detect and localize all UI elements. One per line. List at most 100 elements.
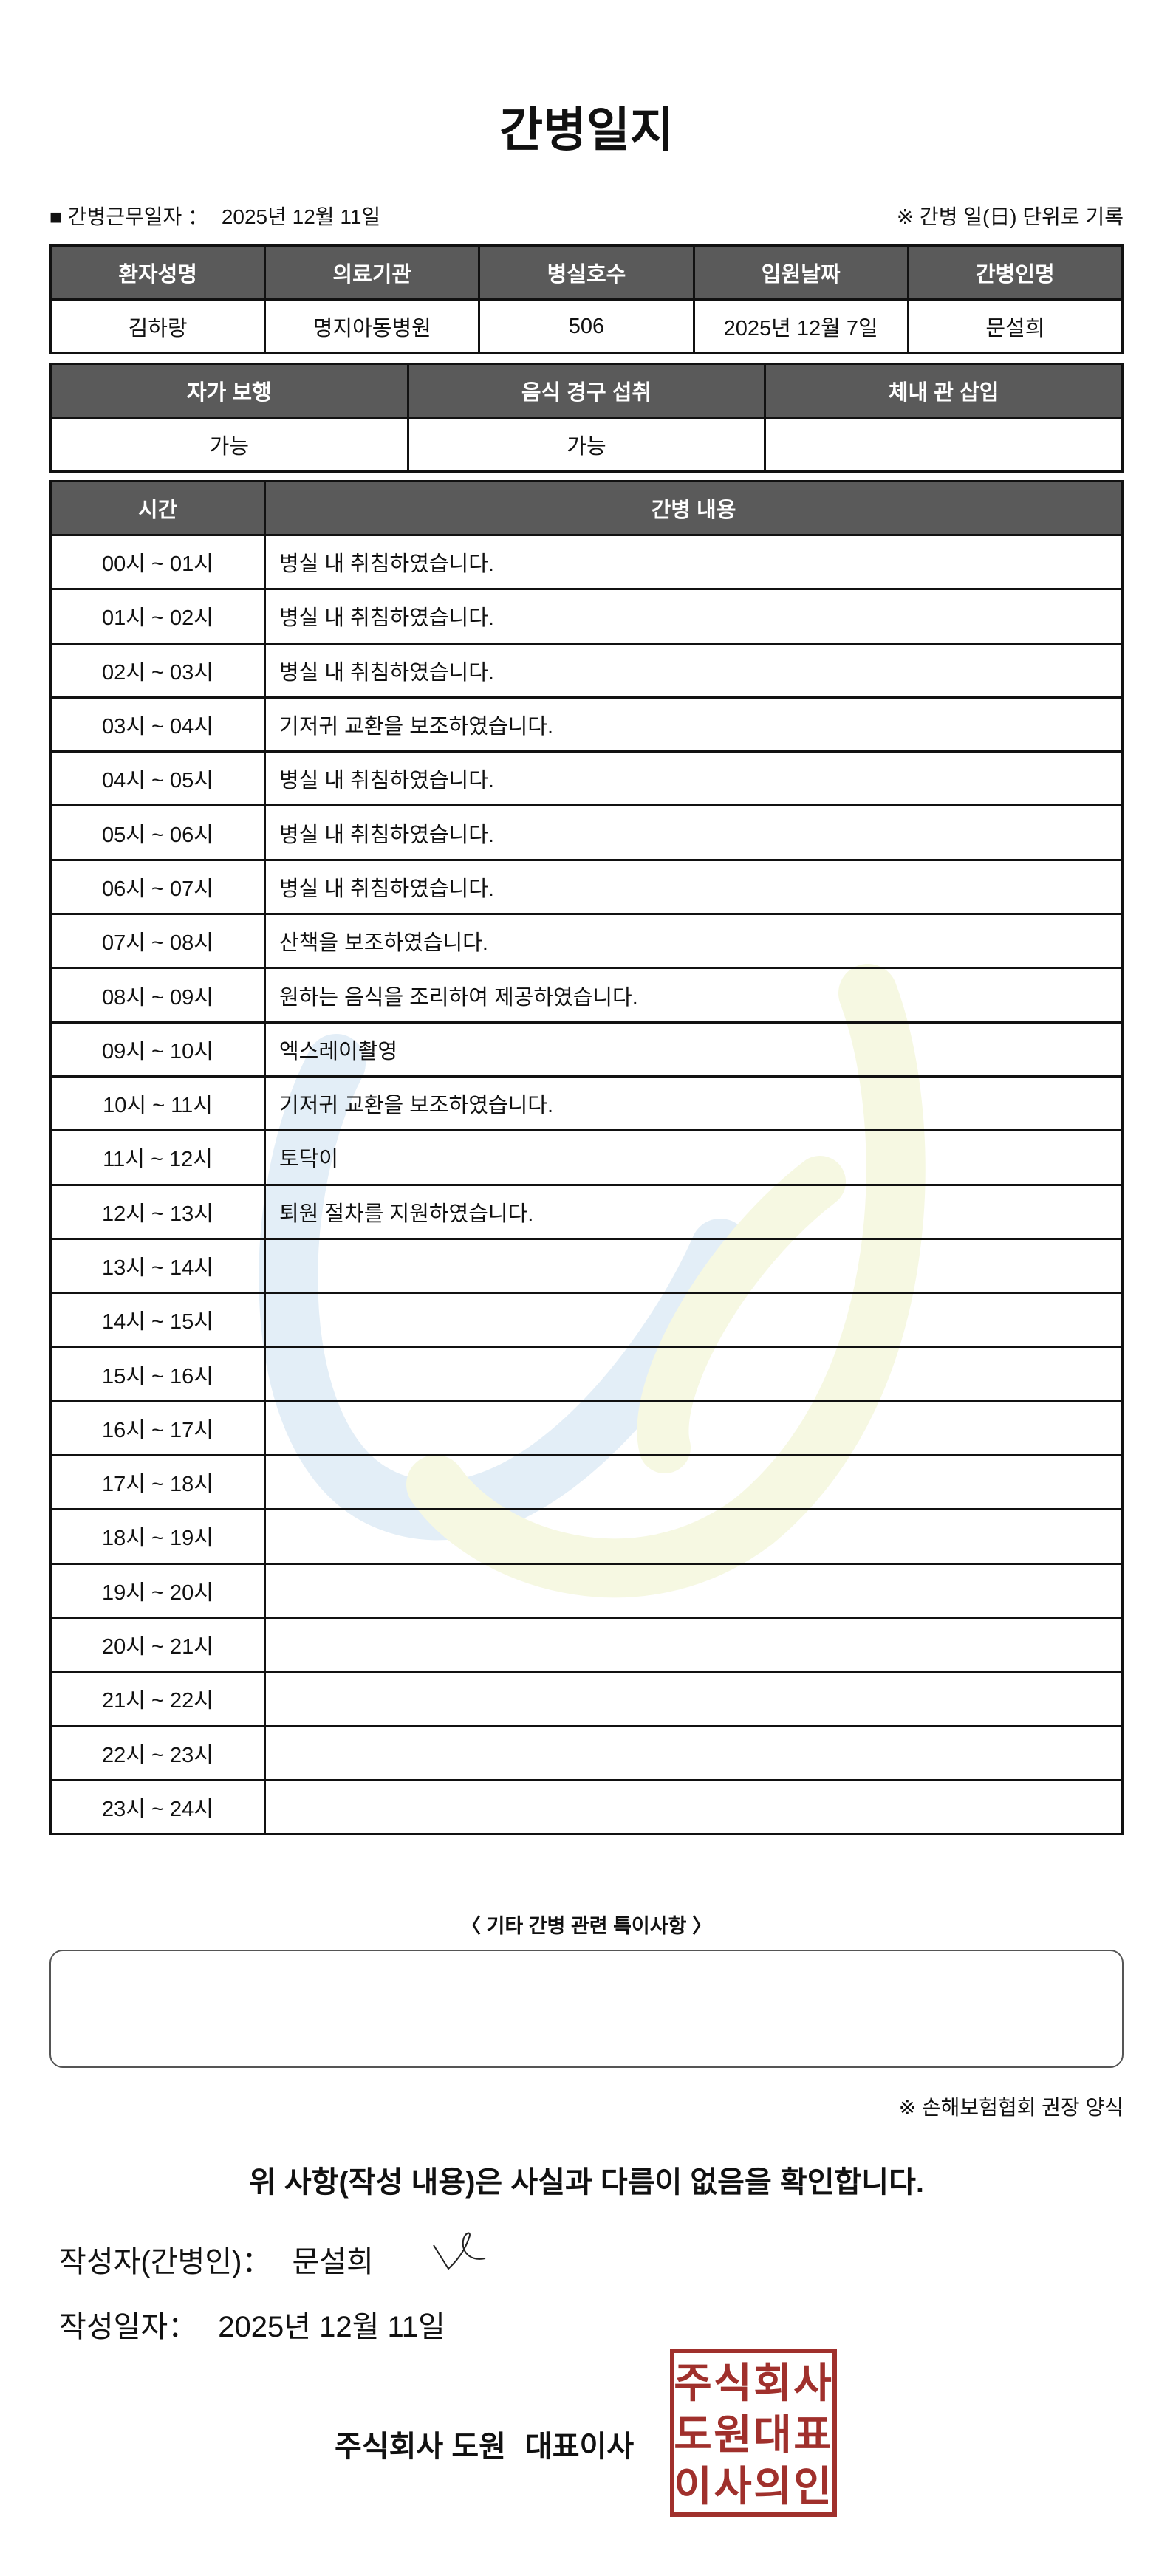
patient-info-table: 환자성명 의료기관 병실호수 입원날짜 간병인명 김하랑 명지아동병원 506 …	[49, 244, 1124, 354]
care-content: 기저귀 교환을 보조하였습니다.	[264, 1075, 1124, 1132]
table-row: 22시 ~ 23시	[49, 1724, 1124, 1781]
stamp-character: 인	[793, 2463, 832, 2511]
time-slot: 14시 ~ 15시	[49, 1292, 266, 1349]
remarks-box	[49, 1950, 1124, 2068]
company-name: 주식회사 도원	[335, 2431, 506, 2463]
table-row: 08시 ~ 09시 원하는 음식을 조리하여 제공하였습니다.	[49, 967, 1124, 1024]
table-row: 11시 ~ 12시 토닥이	[49, 1129, 1124, 1186]
table-row: 23시 ~ 24시	[49, 1778, 1124, 1836]
status-header-row: 자가 보행 음식 경구 섭취 체내 관 삽입	[49, 363, 1124, 419]
page-title: 간병일지	[499, 103, 674, 157]
confirmation-statement: 위 사항(작성 내용)은 사실과 다름이 없음을 확인합니다.	[248, 2166, 925, 2199]
care-content	[264, 1778, 1124, 1836]
work-date-label: ■ 간병근무일자 ：	[49, 205, 209, 228]
table-row: 12시 ~ 13시 퇴원 절차를 지원하였습니다.	[49, 1183, 1124, 1240]
daily-record-note: ※ 간병 일(日) 단위로 기록	[896, 205, 1124, 228]
header-self-walking: 자가 보행	[49, 363, 409, 419]
hospital: 명지아동병원	[264, 298, 481, 354]
patient-header-row: 환자성명 의료기관 병실호수 입원날짜 간병인명	[49, 244, 1124, 301]
time-slot: 02시 ~ 03시	[49, 642, 266, 699]
care-content	[264, 1616, 1124, 1674]
stamp-character: 이	[674, 2463, 712, 2511]
care-content	[264, 1671, 1124, 1727]
header-care-content: 간병 내용	[264, 480, 1124, 536]
care-content: 퇴원 절차를 지원하였습니다.	[264, 1183, 1124, 1240]
work-date-value: 2025년 12월 11일	[221, 205, 381, 228]
header-caregiver-name: 간병인명	[906, 244, 1124, 301]
care-content	[264, 1237, 1124, 1295]
written-date-label: 작성일자：	[59, 2311, 198, 2343]
table-row: 09시 ~ 10시 엑스레이촬영	[49, 1021, 1124, 1078]
time-slot: 18시 ~ 19시	[49, 1508, 266, 1565]
table-row: 21시 ~ 22시	[49, 1671, 1124, 1727]
care-content: 기저귀 교환을 보조하였습니다.	[264, 696, 1124, 753]
self-walking: 가능	[49, 417, 409, 473]
header-admission-date: 입원날짜	[692, 244, 909, 301]
time-slot: 16시 ~ 17시	[49, 1400, 266, 1457]
stamp-character: 의	[753, 2463, 792, 2511]
care-content	[264, 1508, 1124, 1565]
patient-value-row: 김하랑 명지아동병원 506 2025년 12월 7일 문설희	[49, 298, 1124, 354]
table-row: 19시 ~ 20시	[49, 1562, 1124, 1619]
table-row: 16시 ~ 17시	[49, 1400, 1124, 1457]
care-content	[264, 1400, 1124, 1457]
stamp-character: 사	[714, 2463, 752, 2511]
care-content: 병실 내 취침하였습니다.	[264, 858, 1124, 916]
header-hospital: 의료기관	[264, 244, 481, 301]
table-row: 15시 ~ 16시	[49, 1346, 1124, 1402]
stamp-character: 식	[714, 2360, 752, 2408]
care-content: 원하는 음식을 조리하여 제공하였습니다.	[264, 967, 1124, 1024]
time-slot: 10시 ~ 11시	[49, 1075, 266, 1132]
stamp-character: 사	[793, 2360, 832, 2408]
care-content: 병실 내 취침하였습니다.	[264, 804, 1124, 861]
table-row: 03시 ~ 04시 기저귀 교환을 보조하였습니다.	[49, 696, 1124, 753]
header-time: 시간	[49, 480, 266, 536]
company-title: 대표이사	[524, 2431, 635, 2463]
writer-name: 문설희	[292, 2246, 374, 2278]
table-row: 14시 ~ 15시	[49, 1292, 1124, 1349]
company-line: 주식회사 도원 대표이사	[335, 2422, 634, 2465]
header-oral-intake: 음식 경구 섭취	[406, 363, 767, 419]
care-content: 산책을 보조하였습니다.	[264, 913, 1124, 970]
patient-status-table: 자가 보행 음식 경구 섭취 체내 관 삽입 가능 가능	[49, 363, 1124, 473]
time-slot: 01시 ~ 02시	[49, 588, 266, 645]
care-content	[264, 1562, 1124, 1619]
time-slot: 04시 ~ 05시	[49, 750, 266, 807]
header-tube-insertion: 체내 관 삽입	[764, 363, 1124, 419]
work-date-info: ■ 간병근무일자 ： 2025년 12월 11일	[49, 201, 380, 230]
signature	[433, 2232, 486, 2270]
time-slot: 22시 ~ 23시	[49, 1724, 266, 1781]
care-content: 병실 내 취침하였습니다.	[264, 750, 1124, 807]
time-slot: 19시 ~ 20시	[49, 1562, 266, 1619]
tube-insertion	[764, 417, 1124, 473]
writer-line: 작성자(간병인)： 문설희	[59, 2238, 374, 2281]
table-row: 00시 ~ 01시 병실 내 취침하였습니다.	[49, 533, 1124, 591]
time-slot: 11시 ~ 12시	[49, 1129, 266, 1186]
care-content	[264, 1346, 1124, 1402]
time-slot: 20시 ~ 21시	[49, 1616, 266, 1674]
care-content: 병실 내 취침하였습니다.	[264, 533, 1124, 591]
status-value-row: 가능 가능	[49, 417, 1124, 473]
table-row: 06시 ~ 07시 병실 내 취침하였습니다.	[49, 858, 1124, 916]
stamp-character: 도	[674, 2411, 712, 2459]
company-seal-stamp: 주 식 회 사도 원 대 표이 사 의 인	[670, 2349, 837, 2517]
time-slot: 09시 ~ 10시	[49, 1021, 266, 1078]
table-row: 17시 ~ 18시	[49, 1454, 1124, 1511]
table-row: 18시 ~ 19시	[49, 1508, 1124, 1565]
table-row: 10시 ~ 11시 기저귀 교환을 보조하였습니다.	[49, 1075, 1124, 1132]
time-slot: 12시 ~ 13시	[49, 1183, 266, 1240]
table-row: 01시 ~ 02시 병실 내 취침하였습니다.	[49, 588, 1124, 645]
time-slot: 08시 ~ 09시	[49, 967, 266, 1024]
table-row: 05시 ~ 06시 병실 내 취침하였습니다.	[49, 804, 1124, 861]
recommendation-note: ※ 손해보험협회 권장 양식	[898, 2096, 1124, 2119]
stamp-character: 회	[753, 2360, 792, 2408]
caregiver-name: 문설희	[906, 298, 1124, 354]
time-slot: 06시 ~ 07시	[49, 858, 266, 916]
care-content: 병실 내 취침하였습니다.	[264, 642, 1124, 699]
time-slot: 17시 ~ 18시	[49, 1454, 266, 1511]
time-slot: 03시 ~ 04시	[49, 696, 266, 753]
time-slot: 00시 ~ 01시	[49, 533, 266, 591]
care-log-table: 시간 간병 내용 00시 ~ 01시 병실 내 취침하였습니다. 01시 ~ 02시…	[49, 480, 1124, 1836]
time-slot: 13시 ~ 14시	[49, 1237, 266, 1295]
table-row: 04시 ~ 05시 병실 내 취침하였습니다.	[49, 750, 1124, 807]
